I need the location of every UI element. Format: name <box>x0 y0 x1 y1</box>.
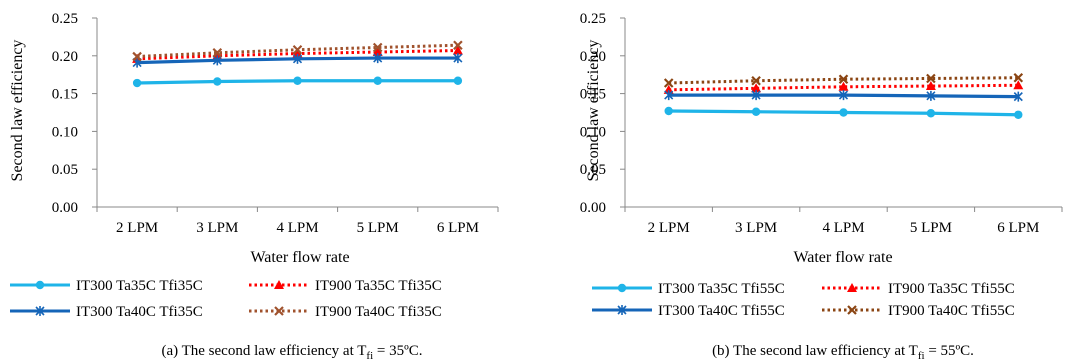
x-tick-label-a: 3 LPM <box>196 220 238 236</box>
legend-entry-b-1: IT300 Ta35C Tfi55C <box>592 281 785 297</box>
legend-marker-a-2 <box>274 280 284 289</box>
data-point-b-1 <box>664 106 673 116</box>
legend-marker-a-3 <box>35 306 45 316</box>
data-point-a-3 <box>212 55 222 66</box>
legend-marker-b-1 <box>617 283 627 293</box>
data-point-b-1 <box>839 108 848 117</box>
data-point-b-4 <box>663 78 674 88</box>
y-tick-label-a: 0.25 <box>52 11 78 27</box>
y-tick-label-b: 0.00 <box>580 200 606 216</box>
data-point-a-4 <box>212 47 223 58</box>
x-axis-title-a: Water flow rate <box>250 249 349 266</box>
data-point-b-4 <box>838 74 849 85</box>
data-point-a-3 <box>373 53 383 64</box>
y-tick-label-b: 0.15 <box>580 87 606 103</box>
x-tick-label-a: 5 LPM <box>357 220 399 236</box>
legend-entry-a-3: IT300 Ta40C Tfi35C <box>10 304 203 320</box>
y-axis-title-a: Second law efficiency <box>9 40 26 182</box>
legend-label-b-3: IT300 Ta40C Tfi55C <box>658 303 785 319</box>
y-tick-label-b: 0.25 <box>580 11 606 27</box>
x-axis-title-b: Water flow rate <box>793 249 892 266</box>
y-tick-label-b: 0.10 <box>580 124 606 140</box>
legend-label-a-4: IT900 Ta40C Tfi35C <box>315 304 442 320</box>
data-point-a-3 <box>453 53 463 64</box>
legend-label-a-2: IT900 Ta35C Tfi35C <box>315 278 442 294</box>
data-point-a-3 <box>292 53 303 64</box>
x-tick-label-b: 2 LPM <box>648 220 690 236</box>
chart-panel-b: 0.00 0.05 0.10 0.15 0.20 0.25 2 LPM 3 LPM 4 LPM 5… <box>580 11 1063 362</box>
legend-entry-b-3: IT300 Ta40C Tfi55C <box>592 303 785 319</box>
y-axis-title-b: Second law efficiency <box>585 40 602 182</box>
y-tick-label-a: 0.05 <box>52 162 78 178</box>
data-point-b-1 <box>1014 110 1023 119</box>
chart-panel-a: 0.00 0.05 0.10 0.15 0.20 0.25 2 LPM 3 LPM 4 LPM 5… <box>9 11 499 362</box>
data-point-b-3 <box>664 90 674 101</box>
x-tick-label-b: 5 LPM <box>910 220 952 236</box>
y-tick-label-b: 0.05 <box>580 162 606 178</box>
data-point-a-1 <box>293 76 302 85</box>
legend-marker-a-4 <box>274 306 284 316</box>
legend-entry-a-2: IT900 Ta35C Tfi35C <box>249 278 442 294</box>
legend-label-b-4: IT900 Ta40C Tfi55C <box>888 303 1015 319</box>
data-point-b-3 <box>751 90 761 101</box>
legend-entry-b-4: IT900 Ta40C Tfi55C <box>822 303 1015 319</box>
data-point-a-2 <box>372 47 383 57</box>
legend-entry-b-2: IT900 Ta35C Tfi55C <box>822 281 1015 297</box>
y-tick-label-b: 0.20 <box>580 49 606 65</box>
data-point-a-1 <box>373 76 382 85</box>
data-point-b-2 <box>838 81 849 91</box>
legend-label-b-1: IT300 Ta35C Tfi55C <box>658 281 785 297</box>
caption-a: (a) The second law efficiency at Tfi = 3… <box>161 343 422 362</box>
data-point-b-4 <box>1013 72 1024 83</box>
legend-entry-a-4: IT900 Ta40C Tfi35C <box>249 304 442 320</box>
data-point-a-2 <box>452 45 463 55</box>
data-point-b-2 <box>1013 80 1024 90</box>
data-point-b-1 <box>751 107 761 116</box>
data-point-b-2 <box>751 83 762 93</box>
legend-marker-b-4 <box>847 305 857 315</box>
y-tick-label-a: 0.15 <box>52 87 78 103</box>
data-point-b-3 <box>838 90 849 101</box>
data-point-a-4 <box>292 44 303 55</box>
data-point-b-4 <box>751 75 761 86</box>
data-point-b-1 <box>926 109 936 118</box>
legend-entry-a-1: IT300 Ta35C Tfi35C <box>10 278 203 294</box>
y-tick-label-a: 0.10 <box>52 124 78 140</box>
x-tick-label-a: 2 LPM <box>116 220 158 236</box>
data-point-b-3 <box>1013 91 1023 102</box>
y-tick-label-a: 0.00 <box>52 200 78 216</box>
caption-b: (b) The second law efficiency at Tfi = 5… <box>712 343 974 362</box>
data-point-a-4 <box>132 51 142 62</box>
legend-marker-b-3 <box>617 305 627 315</box>
x-tick-label-b: 6 LPM <box>997 220 1039 236</box>
data-point-b-4 <box>926 73 936 84</box>
legend-label-a-3: IT300 Ta40C Tfi35C <box>76 304 203 320</box>
data-point-a-1 <box>132 78 142 88</box>
data-point-a-1 <box>213 77 222 86</box>
x-tick-label-a: 4 LPM <box>276 220 318 236</box>
data-point-a-1 <box>453 76 463 85</box>
legend-marker-b-2 <box>847 283 857 292</box>
legend-label-a-1: IT300 Ta35C Tfi35C <box>76 278 203 294</box>
data-point-a-4 <box>372 42 383 53</box>
data-point-b-2 <box>925 81 936 91</box>
x-tick-label-b: 4 LPM <box>822 220 864 236</box>
legend-label-b-2: IT900 Ta35C Tfi55C <box>888 281 1015 297</box>
x-tick-label-a: 6 LPM <box>437 220 479 236</box>
y-tick-label-a: 0.20 <box>52 49 78 65</box>
data-point-a-4 <box>453 40 463 50</box>
legend-marker-a-1 <box>35 280 45 290</box>
data-point-b-3 <box>926 90 936 101</box>
x-tick-label-b: 3 LPM <box>735 220 777 236</box>
